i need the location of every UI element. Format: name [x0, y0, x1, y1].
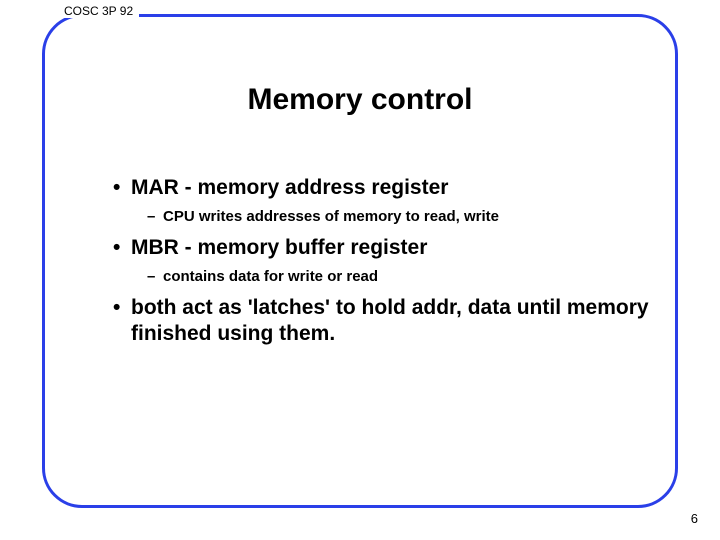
bullet-level-2: CPU writes addresses of memory to read, … [147, 207, 703, 227]
slide-content: MAR - memory address register CPU writes… [113, 175, 703, 353]
course-tag: COSC 3P 92 [58, 4, 139, 18]
bullet-level-1: both act as 'latches' to hold addr, data… [113, 295, 703, 348]
bullet-level-1: MBR - memory buffer register [113, 235, 703, 261]
bullet-level-1: MAR - memory address register [113, 175, 703, 201]
bullet-level-2: contains data for write or read [147, 267, 703, 287]
slide-title: Memory control [45, 83, 675, 117]
slide-frame: Memory control MAR - memory address regi… [42, 14, 678, 508]
page-number: 6 [691, 511, 698, 526]
